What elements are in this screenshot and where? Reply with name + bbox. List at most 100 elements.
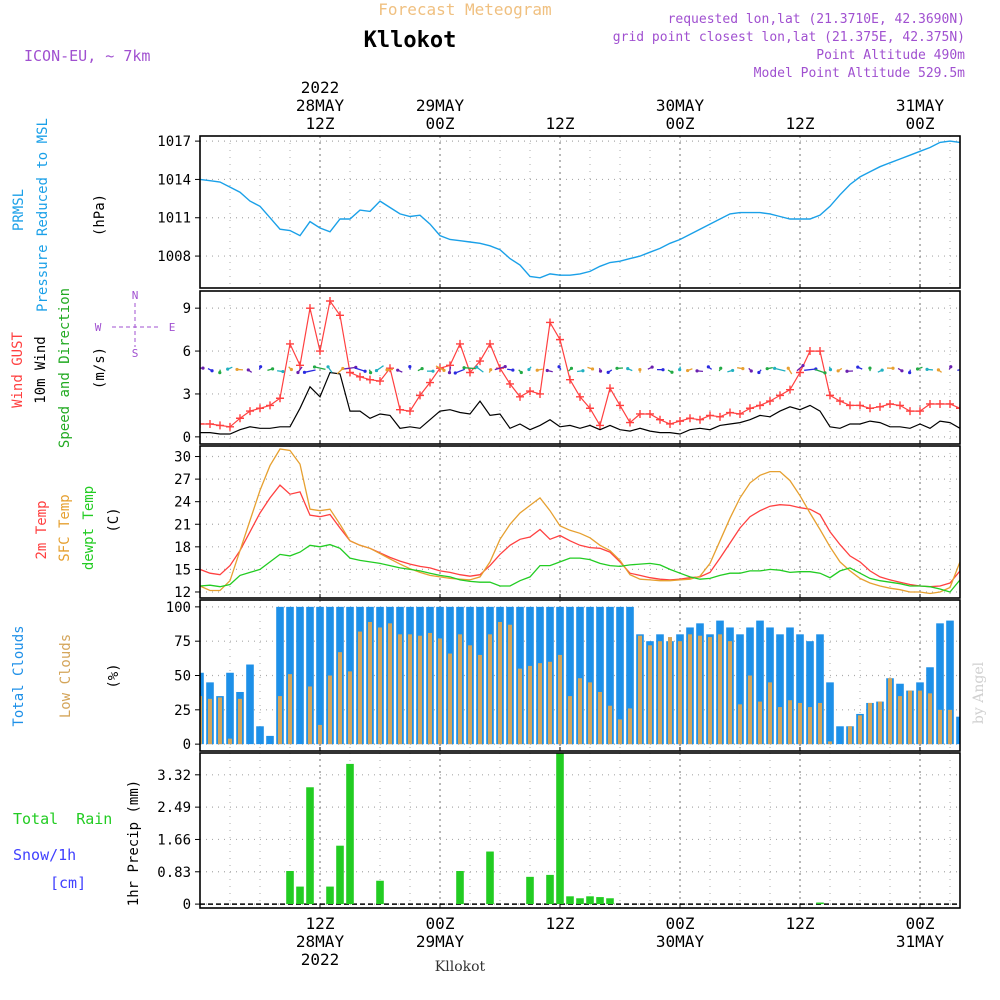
wind-arrow-head bbox=[915, 367, 920, 371]
gust-marker bbox=[526, 387, 534, 396]
rain-bar bbox=[596, 897, 604, 905]
bottom-axis-label: 31MAY bbox=[896, 932, 945, 951]
wind-arrow-head bbox=[210, 369, 214, 373]
compass-north: N bbox=[132, 289, 139, 302]
gust-marker bbox=[506, 379, 514, 388]
gust-marker bbox=[406, 407, 414, 416]
location-title: Kllokot bbox=[364, 28, 457, 53]
bottom-axis-label: 12Z bbox=[306, 914, 335, 933]
wind-arrow-head bbox=[545, 368, 549, 373]
top-axis-label: 00Z bbox=[666, 114, 695, 133]
wind-arrow-head bbox=[880, 368, 884, 372]
low-cloud-bar bbox=[768, 682, 772, 745]
low-cloud-bar bbox=[238, 698, 242, 745]
low-cloud-bar bbox=[228, 738, 232, 745]
gust-marker bbox=[466, 368, 474, 377]
y-tick-label: 1.66 bbox=[157, 832, 191, 848]
gust-marker bbox=[936, 399, 944, 408]
gust-marker bbox=[306, 304, 314, 313]
pressure-line bbox=[200, 140, 960, 279]
gust-marker bbox=[746, 404, 754, 413]
total-cloud-bar bbox=[806, 641, 814, 745]
rain-bar bbox=[816, 902, 824, 905]
gust-marker bbox=[216, 421, 224, 430]
bottom-axis-label: 00Z bbox=[666, 914, 695, 933]
low-cloud-bar bbox=[698, 635, 702, 745]
pressure-label-2: Pressure Reduced to MSL bbox=[35, 118, 51, 312]
rain-bar bbox=[526, 876, 534, 905]
y-tick-label: 1014 bbox=[157, 172, 191, 188]
top-axis-label: 12Z bbox=[306, 114, 335, 133]
wind-arrow-head bbox=[259, 365, 263, 369]
gust-marker bbox=[956, 404, 960, 413]
rain-bar bbox=[566, 896, 574, 905]
low-cloud-bar bbox=[348, 671, 352, 745]
gust-marker bbox=[556, 335, 564, 344]
plot-area bbox=[200, 606, 960, 745]
low-cloud-bar bbox=[728, 641, 732, 745]
sfc-temp-line bbox=[200, 448, 960, 595]
plot-area bbox=[200, 448, 960, 595]
gust-marker bbox=[776, 391, 784, 400]
gust-marker bbox=[356, 372, 364, 381]
wind-arrow-head bbox=[590, 367, 595, 371]
wind-direction-arrow bbox=[314, 366, 326, 370]
low-cloud-bar bbox=[438, 638, 442, 745]
low-cloud-bar bbox=[718, 634, 722, 745]
total-cloud-bar bbox=[296, 606, 304, 745]
wind-arrow-head bbox=[503, 365, 507, 369]
gust-marker bbox=[676, 417, 684, 426]
wind-arrow-head bbox=[626, 367, 630, 371]
low-cloud-bar bbox=[828, 741, 832, 745]
temp-label-1: 2m Temp bbox=[34, 500, 50, 559]
total-cloud-bar bbox=[306, 606, 314, 745]
low-cloud-bar bbox=[648, 645, 652, 745]
panel-temperature: 12 15 18 21 24 27 30 bbox=[174, 445, 961, 601]
wind-arrow-head bbox=[678, 368, 682, 372]
total-cloud-bar bbox=[316, 606, 324, 745]
gust-marker bbox=[826, 391, 834, 400]
wind-arrow-head bbox=[765, 367, 769, 371]
plot-area bbox=[200, 140, 960, 279]
low-cloud-bar bbox=[368, 621, 372, 745]
wind-arrow-head bbox=[741, 367, 745, 371]
precip-panel-labels: Total Rain Snow/1h [cm] 1hr Precip (mm) bbox=[13, 780, 142, 906]
low-cloud-bar bbox=[808, 707, 812, 745]
model-altitude: Model Point Altitude 529.5m bbox=[754, 66, 965, 81]
wind-arrow-head bbox=[519, 370, 523, 375]
low-cloud-bar bbox=[798, 702, 802, 745]
gust-marker bbox=[266, 401, 274, 410]
wind-arrow-head bbox=[638, 368, 642, 372]
plot-area bbox=[200, 753, 960, 905]
wind-arrow-head bbox=[312, 365, 317, 369]
bottom-axis-label: 00Z bbox=[906, 914, 935, 933]
rain-bar bbox=[376, 880, 384, 905]
wind-direction-arrow bbox=[814, 368, 826, 374]
low-cloud-bar bbox=[308, 686, 312, 745]
gust-marker bbox=[236, 414, 244, 423]
total-cloud-bar bbox=[586, 606, 594, 745]
wind-arrow-head bbox=[218, 371, 222, 375]
low-cloud-bar bbox=[278, 696, 282, 745]
y-tick-label: 0 bbox=[183, 897, 191, 913]
pressure-panel-labels: PRMSL Pressure Reduced to MSL (hPa) bbox=[11, 118, 108, 312]
total-cloud-bar bbox=[756, 620, 764, 745]
gust-marker bbox=[626, 418, 634, 427]
gust-marker bbox=[346, 368, 354, 377]
rain-bar bbox=[336, 845, 344, 905]
panel-frame bbox=[199, 599, 961, 752]
gust-marker bbox=[946, 399, 954, 408]
wind-arrow-head bbox=[341, 366, 345, 371]
gust-line bbox=[200, 299, 960, 428]
gust-marker bbox=[286, 339, 294, 348]
rain-bar bbox=[346, 763, 354, 905]
y-tick-label: 75 bbox=[174, 634, 191, 650]
wind-arrow-head bbox=[845, 369, 849, 373]
bottom-axis-label: 30MAY bbox=[656, 932, 705, 951]
low-cloud-bar bbox=[548, 661, 552, 745]
low-cloud-bar bbox=[898, 696, 902, 745]
temp-panel-labels: 2m Temp SFC Temp dewpt Temp (C) bbox=[34, 486, 122, 570]
wind-arrow-head bbox=[801, 363, 805, 368]
low-cloud-bar bbox=[418, 635, 422, 745]
